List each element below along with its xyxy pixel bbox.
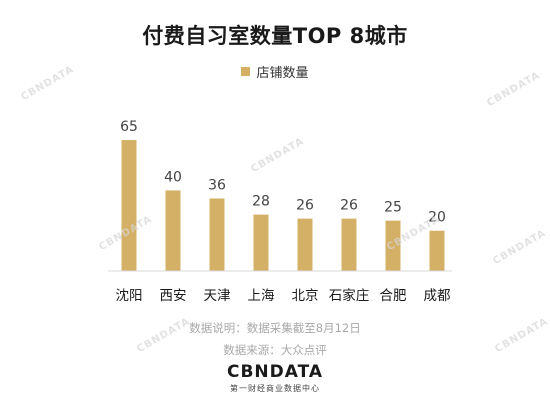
category-label: 天津 [204,288,231,304]
chart-title: 付费自习室数量TOP 8城市 [142,24,408,48]
data-label: 25 [384,200,402,216]
bar-沈阳 [121,140,137,271]
data-label: 26 [296,198,314,214]
data-label: 40 [164,169,182,185]
category-label: 沈阳 [116,288,143,304]
brand-logo: CBNDATA [226,362,324,382]
data-label: 28 [252,194,270,210]
legend-swatch [241,67,251,76]
category-label: 西安 [160,288,187,304]
category-label: 北京 [292,288,319,304]
bar-合肥 [385,220,401,271]
data-label: 20 [428,210,446,226]
bar-西安 [165,190,181,271]
data-explanation-note: 数据说明：数据采集截至8月12日 [189,321,361,335]
bar-北京 [297,218,313,271]
category-label: 上海 [248,288,275,304]
category-label: 石家庄 [329,287,370,304]
bar-石家庄 [341,218,357,271]
data-label: 65 [120,119,138,135]
category-label: 合肥 [380,288,407,304]
legend-label: 店铺数量 [256,66,309,81]
bar-天津 [209,198,225,271]
data-label: 26 [340,198,358,214]
bars-group: 65 沈阳 40 西安 36 天津 28 上海 26 北京 26 石家庄 25 合肥 20 成都 [116,119,451,304]
brand-subtitle: 第一财经商业数据中心 [230,384,320,393]
bar-上海 [253,214,269,271]
category-label: 成都 [424,288,451,304]
bar-成都 [429,230,445,271]
data-source-note: 数据来源：大众点评 [223,343,327,357]
chart-legend: 店铺数量 [0,62,550,81]
data-label: 36 [208,177,226,193]
